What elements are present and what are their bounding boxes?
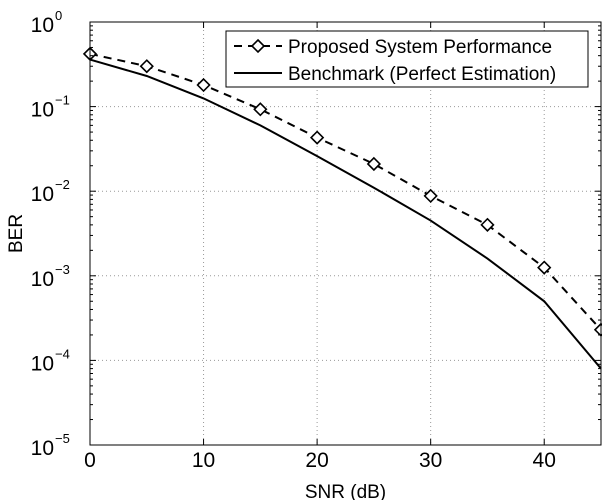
y-tick-base: 10 (31, 183, 54, 206)
legend-box (225, 30, 589, 88)
legend-item: Benchmark (Perfect Estimation) (234, 64, 556, 85)
grid (90, 22, 601, 445)
data-point-marker (366, 156, 382, 172)
y-tick-exponent: −1 (55, 93, 70, 108)
legend: Proposed System Performance Benchmark (Pe… (225, 30, 589, 88)
plot-frame (89, 21, 602, 446)
data-point-marker (139, 59, 154, 74)
legend-item: Proposed System Performance (234, 37, 552, 58)
data-point-marker (253, 102, 268, 117)
x-axis-label: SNR (dB) (305, 482, 386, 500)
legend-label: Proposed System Performance (288, 37, 552, 58)
x-tick-label: 10 (192, 449, 215, 472)
y-tick-base: 10 (31, 99, 54, 122)
y-axis-label: BER (6, 214, 27, 253)
y-tick-exponent: −2 (55, 177, 70, 192)
y-tick-label: 10 −4 (31, 346, 70, 375)
tick-marks (89, 21, 601, 446)
y-tick-label: 10 0 (31, 8, 63, 37)
series-2 (89, 58, 602, 370)
x-tick-label: 20 (305, 449, 328, 472)
series-layer (82, 46, 602, 370)
data-point-marker (309, 130, 325, 145)
y-tick-exponent: 0 (55, 8, 62, 23)
legend-marker (250, 38, 266, 54)
y-tick-label: 10 −1 (31, 93, 70, 122)
legend-label: Benchmark (Perfect Estimation) (288, 64, 556, 85)
x-tick-labels: 0 10 20 30 40 (84, 449, 556, 472)
data-point-marker (537, 260, 552, 275)
y-tick-label: 10 −2 (31, 177, 70, 206)
y-tick-base: 10 (31, 14, 54, 37)
y-tick-base: 10 (31, 268, 54, 291)
series-line (89, 58, 602, 370)
x-tick-label: 40 (533, 449, 556, 472)
y-tick-exponent: −4 (55, 346, 70, 361)
y-tick-exponent: −5 (55, 431, 70, 446)
x-tick-label: 0 (84, 449, 96, 472)
y-tick-base: 10 (31, 352, 54, 375)
series-line (89, 52, 602, 331)
y-tick-base: 10 (31, 437, 54, 460)
y-tick-label: 10 −3 (31, 262, 70, 291)
y-tick-exponent: −3 (55, 262, 70, 277)
y-tick-label: 10 −5 (31, 431, 70, 460)
data-point-marker (196, 77, 211, 93)
series-1 (82, 46, 602, 337)
x-tick-label: 30 (419, 449, 442, 472)
data-point-marker (423, 188, 438, 204)
data-point-marker (480, 217, 495, 232)
